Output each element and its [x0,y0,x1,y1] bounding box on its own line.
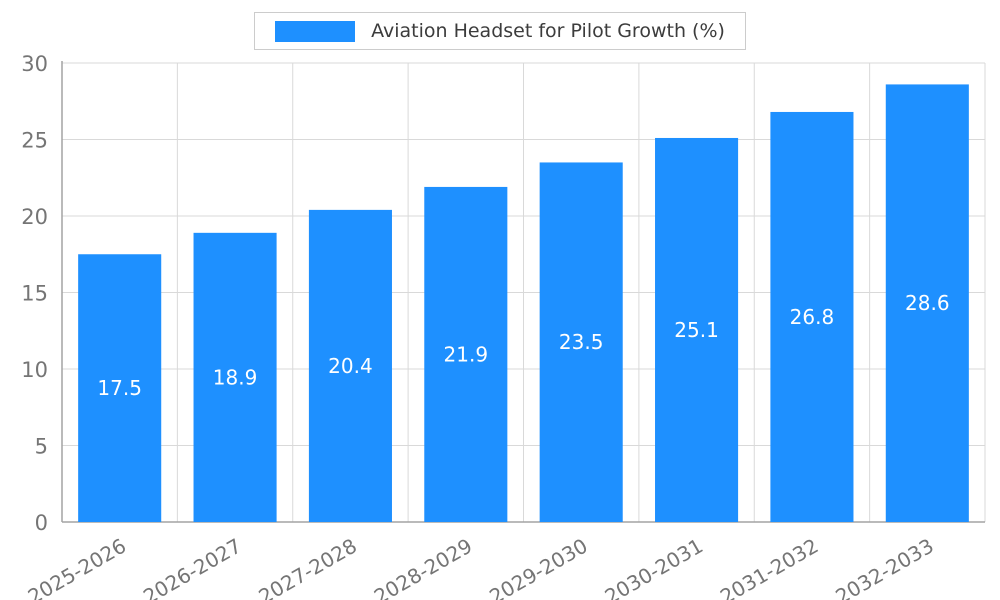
bar-value-label: 20.4 [328,354,373,378]
y-tick-label: 30 [21,52,48,76]
bar-value-label: 28.6 [905,291,950,315]
x-tick-label: 2029-2030 [485,534,591,600]
bar [770,111,854,523]
y-tick-label: 25 [21,129,48,153]
y-tick-label: 20 [21,205,48,229]
x-tick-label: 2025-2026 [24,534,130,600]
chart-legend: Aviation Headset for Pilot Growth (%) [0,12,1000,50]
bar [885,84,969,523]
x-tick-label: 2026-2027 [139,534,245,600]
x-tick-label: 2027-2028 [255,534,361,600]
bar-value-label: 21.9 [444,342,489,366]
legend-swatch [275,20,356,42]
legend-label: Aviation Headset for Pilot Growth (%) [371,20,725,42]
bar [78,254,162,522]
y-tick-label: 5 [35,435,48,459]
bar-value-label: 18.9 [213,365,258,389]
bar [539,162,623,522]
bar [655,137,739,522]
x-tick-label: 2030-2031 [601,534,707,600]
y-tick-label: 10 [21,358,48,382]
y-tick-label: 15 [21,282,48,306]
bar [424,186,508,522]
bar-value-label: 17.5 [97,376,142,400]
legend-box: Aviation Headset for Pilot Growth (%) [254,12,746,50]
bar [308,209,392,522]
y-tick-label: 0 [35,511,48,535]
bar-value-label: 25.1 [674,318,719,342]
x-tick-label: 2032-2033 [831,534,937,600]
x-tick-label: 2031-2032 [716,534,822,600]
bar [193,232,277,522]
bar-value-label: 23.5 [559,330,604,354]
x-tick-label: 2028-2029 [370,534,476,600]
bar-value-label: 26.8 [790,305,835,329]
